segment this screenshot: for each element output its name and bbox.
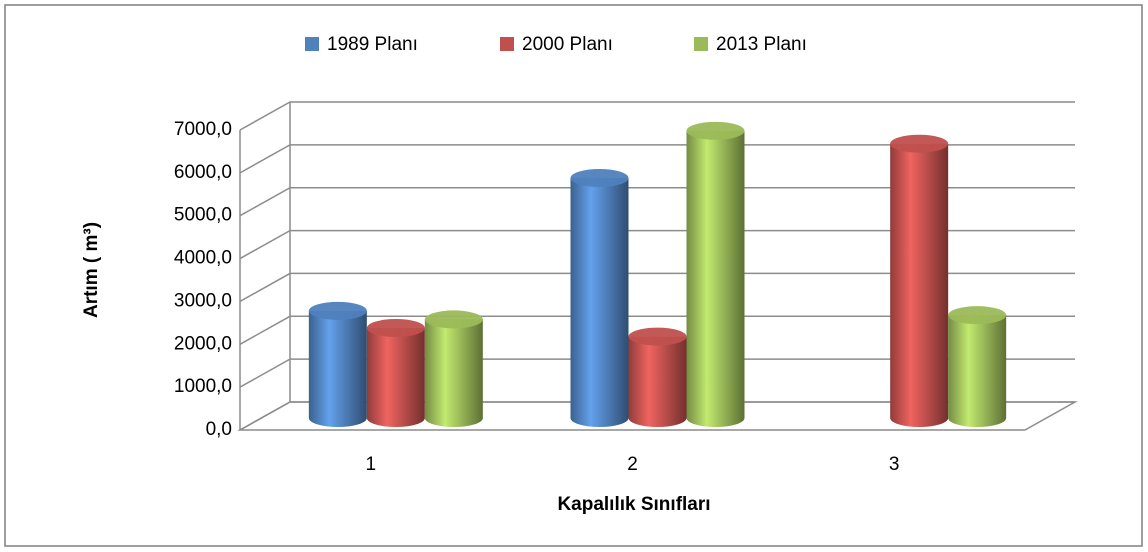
legend-swatch xyxy=(305,37,319,51)
y-tick-label: 7000,0 xyxy=(174,119,232,140)
bar xyxy=(570,178,629,428)
bar-top xyxy=(366,319,425,337)
bar-top xyxy=(424,310,483,329)
bar-top xyxy=(570,169,629,187)
x-tick-label: 1 xyxy=(366,454,377,475)
bar-top xyxy=(948,306,1007,325)
grid-line xyxy=(239,101,1075,131)
bar-top xyxy=(686,121,745,140)
legend-label: 2000 Planı xyxy=(522,34,613,55)
back-wall xyxy=(239,102,291,430)
bar xyxy=(686,130,745,428)
y-tick-label: 2000,0 xyxy=(174,333,232,354)
bar xyxy=(628,336,687,428)
bar-top xyxy=(308,301,367,320)
grid-line xyxy=(239,186,1075,217)
grid-line xyxy=(239,229,1075,260)
bar xyxy=(366,328,425,428)
legend-swatch xyxy=(500,37,514,51)
y-tick-label: 4000,0 xyxy=(174,248,232,269)
y-tick-label: 5000,0 xyxy=(174,205,232,226)
grid-line xyxy=(239,401,1075,431)
y-axis-label: Artım ( m³) xyxy=(81,222,102,318)
bar-top xyxy=(890,134,949,153)
grid-line xyxy=(239,315,1075,345)
x-axis-label: Kapalılık Sınıfları xyxy=(557,494,710,515)
y-tick-label: 6000,0 xyxy=(174,162,232,183)
bar xyxy=(948,315,1007,428)
x-tick-label: 2 xyxy=(627,454,638,475)
grid-line xyxy=(239,144,1075,174)
y-tick-label: 3000,0 xyxy=(174,290,232,311)
bar xyxy=(424,319,483,428)
grid-line xyxy=(239,272,1075,303)
bar-top xyxy=(628,327,687,346)
grid-line xyxy=(239,358,1075,388)
y-tick-label: 0,0 xyxy=(206,419,232,440)
y-tick-label: 1000,0 xyxy=(174,376,232,397)
bar xyxy=(890,143,949,428)
bar xyxy=(308,310,367,428)
legend-label: 1989 Planı xyxy=(327,34,418,55)
x-tick-label: 3 xyxy=(889,454,900,475)
legend-swatch xyxy=(694,37,708,51)
legend-label: 2013 Planı xyxy=(716,34,807,55)
